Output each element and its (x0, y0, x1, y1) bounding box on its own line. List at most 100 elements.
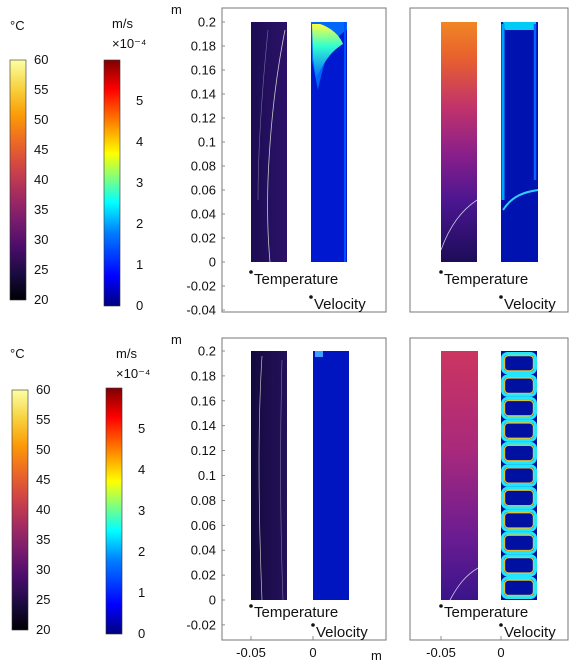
y-tick-label: 0.18 (191, 39, 216, 54)
velocity-hotspot (315, 351, 323, 357)
y-tick-label: 0.08 (191, 159, 216, 174)
colorbar-tick-label: 3 (136, 175, 143, 190)
velocity-convection-cells (501, 352, 537, 600)
velocity-domain (501, 351, 537, 600)
colorbar-tick-label: 30 (34, 232, 48, 247)
y-tick-label: 0.12 (191, 111, 216, 126)
temperature-domain (251, 22, 287, 262)
y-tick-label: 0.04 (191, 207, 216, 222)
temperature-label: Temperature (254, 604, 338, 621)
x-tick-label: 0 (309, 645, 316, 660)
velocity-plume-core (312, 24, 343, 80)
panel-bottom-right: Temperature Velocity -0.05 0 (409, 337, 569, 660)
bottom-vel-colorbar (105, 387, 123, 635)
colorbar-tick-label: 2 (138, 544, 145, 559)
y-tick-label: 0.16 (191, 63, 216, 78)
y-tick-label: 0.14 (191, 418, 216, 433)
y-tick-label: 0.04 (191, 543, 216, 558)
colorbar-tick-label: 40 (34, 172, 48, 187)
bottom-temp-colorbar (11, 389, 29, 631)
top-vel-colorbar (103, 59, 121, 307)
velocity-top-jet (503, 22, 536, 30)
bottom-vel-scale: ×10⁻⁴ (116, 366, 151, 381)
y-tick-label: 0.06 (191, 183, 216, 198)
velocity-label: Velocity (314, 296, 366, 313)
colorbar-tick-label: 0 (138, 626, 145, 641)
point-marker (499, 623, 503, 627)
y-tick-label: 0.2 (198, 15, 216, 30)
y-tick-label: 0.2 (198, 344, 216, 359)
y-tick-label: 0.08 (191, 493, 216, 508)
y-tick-label: 0 (209, 593, 216, 608)
point-marker (249, 604, 253, 608)
colorbar-tick-label: 30 (36, 562, 50, 577)
top-vel-scale: ×10⁻⁴ (112, 36, 147, 51)
x-tick-label: -0.05 (236, 645, 266, 660)
top-temperature-legend: °C 60 55 50 45 40 35 30 25 20 (9, 18, 48, 307)
y-tick-label: 0.1 (198, 468, 216, 483)
convection-cell-core (503, 377, 535, 395)
temperature-contour (267, 29, 286, 263)
point-marker (439, 270, 443, 274)
convection-cell-core (503, 422, 535, 440)
panel-top-left: m 0.2 0.18 0.16 0.14 0.12 0.1 0.08 0.06 0.04 0.02… (171, 2, 387, 318)
colorbar-tick-label: 1 (136, 257, 143, 272)
colorbar-tick-label: 1 (138, 585, 145, 600)
colorbar-tick-label: 60 (36, 382, 50, 397)
bottom-vel-unit: m/s (116, 346, 137, 361)
colorbar-tick-label: 4 (136, 134, 143, 149)
velocity-label: Velocity (504, 296, 556, 313)
velocity-label: Velocity (316, 624, 368, 641)
y-tick-label: -0.02 (186, 617, 216, 632)
colorbar-tick-label: 50 (36, 442, 50, 457)
colorbar-tick-label: 0 (136, 298, 143, 313)
colorbar-tick-label: 45 (36, 472, 50, 487)
velocity-domain (313, 351, 349, 600)
y-axis-unit-label: m (171, 332, 182, 347)
temperature-contour (280, 359, 284, 601)
y-tick-label: -0.02 (186, 279, 216, 294)
convection-cell-core (503, 534, 535, 552)
temperature-contour (258, 355, 263, 601)
convection-cell (501, 396, 537, 420)
colorbar-tick-label: 45 (34, 142, 48, 157)
x-tick-label: -0.05 (426, 645, 456, 660)
panel-top-right: Temperature Velocity (409, 7, 569, 313)
y-tick-label: 0.02 (191, 231, 216, 246)
convection-cell (501, 531, 537, 555)
colorbar-tick-label: 40 (36, 502, 50, 517)
convection-cell-core (503, 399, 535, 417)
point-marker (499, 295, 503, 299)
bottom-temp-unit: °C (10, 346, 25, 361)
convection-cell (501, 554, 537, 577)
y-tick-label: 0.18 (191, 368, 216, 383)
colorbar-tick-label: 20 (34, 292, 48, 307)
colorbar-tick-label: 4 (138, 462, 145, 477)
temperature-domain (441, 351, 478, 600)
colorbar-tick-label: 35 (36, 532, 50, 547)
colorbar-tick-label: 60 (34, 52, 48, 67)
y-tick-label: 0 (209, 255, 216, 270)
point-marker (249, 270, 253, 274)
top-temp-colorbar (9, 59, 27, 301)
convection-cell (501, 576, 537, 600)
point-marker (309, 295, 313, 299)
colorbar-tick-label: 5 (136, 93, 143, 108)
temperature-domain (251, 351, 287, 600)
convection-cell-core (503, 444, 535, 462)
convection-cell-core (503, 489, 535, 507)
panel-frame (221, 337, 387, 641)
colorbar-tick-label: 55 (36, 412, 50, 427)
temperature-contour (440, 199, 478, 251)
point-marker (311, 623, 315, 627)
colorbar-tick-label: 25 (36, 592, 50, 607)
colorbar-tick-label: 50 (34, 112, 48, 127)
colorbar-tick-label: 25 (34, 262, 48, 277)
temperature-label: Temperature (444, 271, 528, 288)
panel-bottom-left: m 0.2 0.18 0.16 0.14 0.12 0.1 0.08 0.06 0.04 0.02… (171, 332, 387, 663)
velocity-vortex (502, 189, 539, 211)
temperature-label: Temperature (254, 271, 338, 288)
convection-cell-core (503, 579, 535, 597)
colorbar-tick-label: 5 (138, 421, 145, 436)
